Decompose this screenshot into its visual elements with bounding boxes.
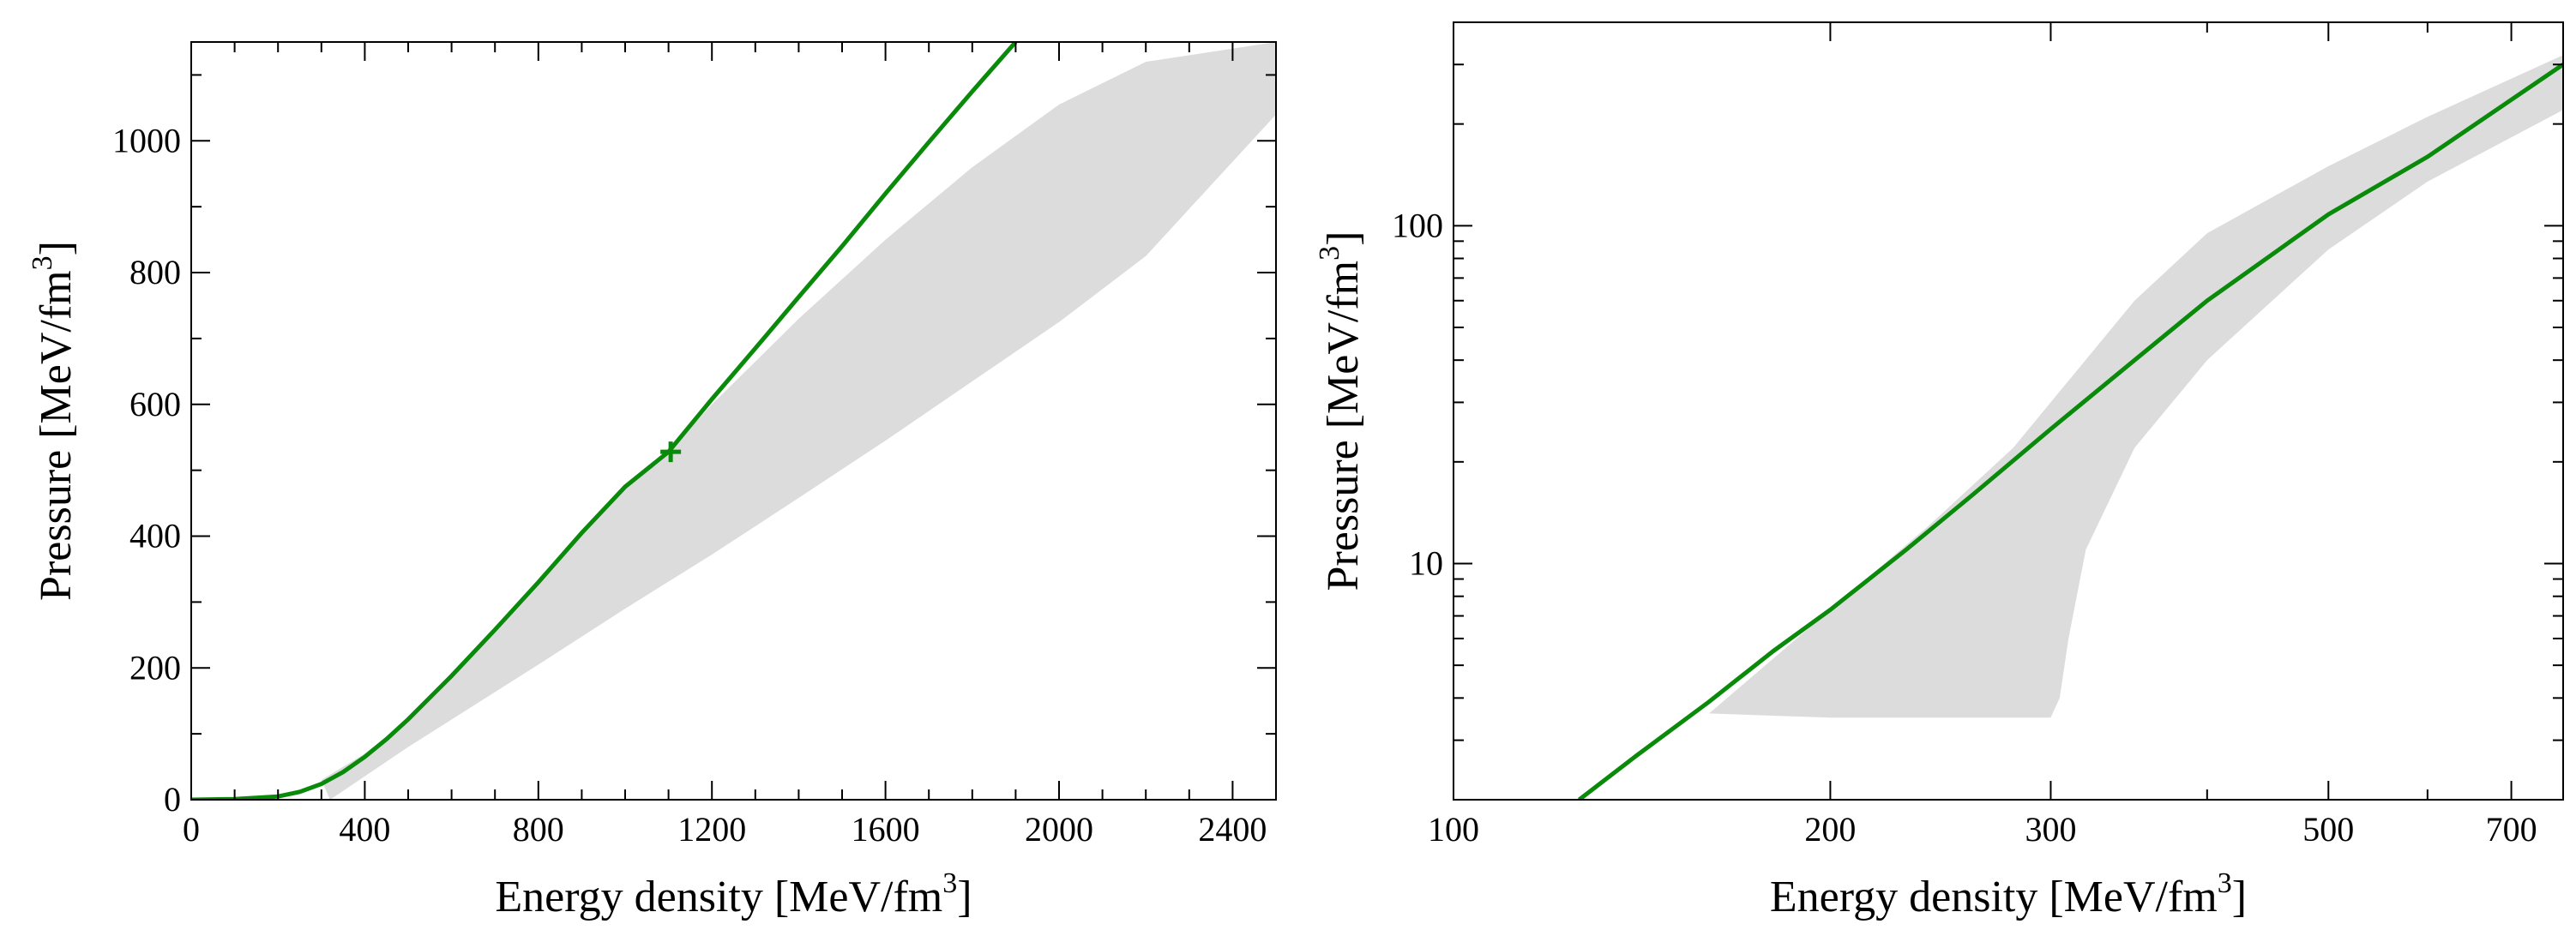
eos-curve bbox=[191, 42, 1018, 800]
x-tick-label: 2400 bbox=[1198, 810, 1267, 849]
plot-area bbox=[191, 42, 1276, 800]
plot-frame bbox=[1453, 21, 2564, 801]
plot-area bbox=[1577, 55, 2563, 800]
x-tick-label: 1200 bbox=[677, 810, 746, 849]
x-axis-title: Energy density [MeV/fm3] bbox=[495, 867, 972, 921]
y-tick-label: 10 bbox=[1409, 543, 1443, 582]
y-axis-title: Pressure [MeV/fm3] bbox=[27, 241, 81, 601]
eos-curve bbox=[1577, 63, 2563, 800]
x-tick-label: 300 bbox=[2025, 810, 2076, 849]
x-tick-label: 400 bbox=[339, 810, 390, 849]
x-tick-label: 800 bbox=[513, 810, 564, 849]
x-tick-label: 200 bbox=[1804, 810, 1856, 849]
x-tick-label: 0 bbox=[183, 810, 200, 849]
uncertainty-band bbox=[321, 42, 1276, 800]
x-tick-label: 1600 bbox=[852, 810, 920, 849]
x-tick-label: 700 bbox=[2486, 810, 2537, 849]
y-tick-label: 200 bbox=[129, 648, 181, 687]
ticks bbox=[190, 42, 1277, 801]
x-tick-label: 500 bbox=[2302, 810, 2354, 849]
x-axis-title: Energy density [MeV/fm3] bbox=[1770, 867, 2247, 921]
x-tick-label: 2000 bbox=[1025, 810, 1093, 849]
uncertainty-band bbox=[1709, 55, 2563, 718]
y-tick-label: 400 bbox=[129, 517, 181, 555]
log-panel: 100 200 300 500 700 10 100 Energy density [MeV/… bbox=[1314, 21, 2564, 921]
y-tick-label: 800 bbox=[129, 253, 181, 291]
y-tick-label: 0 bbox=[164, 780, 181, 819]
linear-panel: 0 400 800 1200 1600 2000 2400 0 200 400 600 800 1000… bbox=[27, 41, 1277, 921]
y-tick-label: 100 bbox=[1392, 206, 1443, 244]
y-tick-label: 1000 bbox=[112, 121, 181, 159]
plus-marker bbox=[660, 441, 682, 463]
ticks bbox=[1453, 21, 2563, 801]
x-tick-label: 100 bbox=[1428, 810, 1479, 849]
plot-frame bbox=[190, 41, 1277, 801]
y-axis-title: Pressure [MeV/fm3] bbox=[1314, 231, 1368, 591]
y-tick-label: 600 bbox=[129, 385, 181, 423]
